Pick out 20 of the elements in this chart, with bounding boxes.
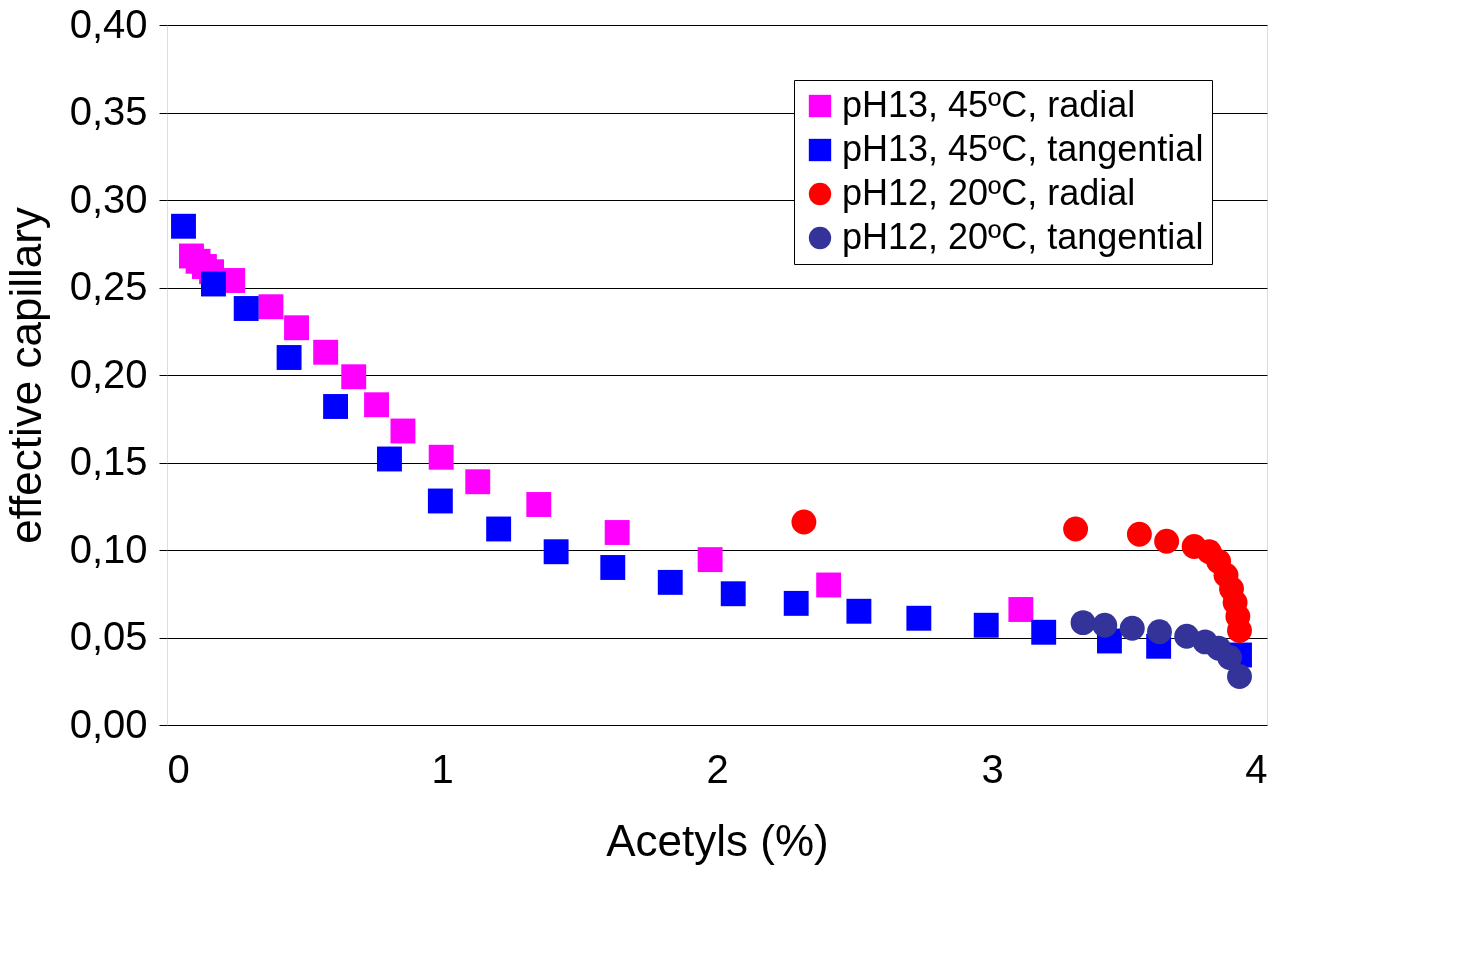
legend-label: pH13, 45ºC, tangential: [842, 128, 1204, 169]
y-axis-title: effective capillary: [0, 207, 50, 544]
y-tick-label: 0,30: [69, 176, 148, 221]
x-tick-label: 3: [981, 746, 1004, 791]
x-tick-label: 2: [706, 746, 729, 791]
x-axis-title: Acetyls (%): [606, 815, 829, 865]
y-tick-label: 0,35: [69, 89, 148, 133]
x-tick-label: 1: [431, 746, 454, 791]
x-tick-label: 0: [167, 746, 190, 791]
y-tick-label: 0,25: [69, 264, 148, 308]
y-tick-label: 0,15: [69, 439, 148, 483]
legend-label: pH12, 20ºC, tangential: [842, 216, 1204, 257]
x-tick-label: 4: [1245, 746, 1268, 791]
legend-label: pH12, 20ºC, radial: [842, 172, 1136, 213]
y-tick-label: 0,40: [69, 1, 148, 46]
y-tick-label: 0,00: [69, 701, 148, 746]
y-tick-label: 0,20: [69, 351, 148, 396]
y-tick-label: 0,05: [69, 614, 148, 658]
y-tick-label: 0,10: [69, 526, 148, 571]
legend-label: pH13, 45ºC, radial: [842, 84, 1136, 125]
